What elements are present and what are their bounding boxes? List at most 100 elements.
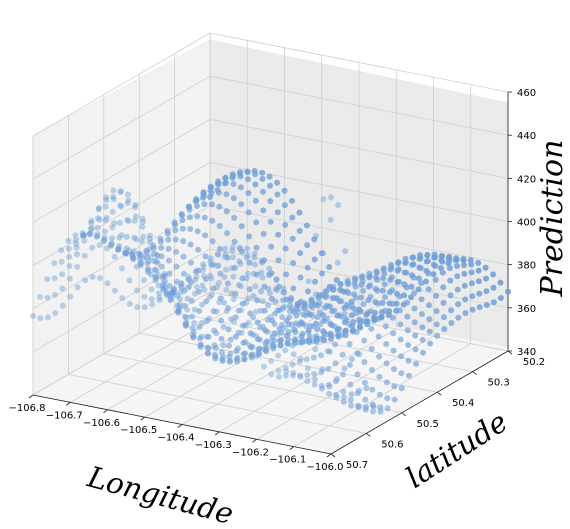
data-point — [347, 396, 354, 403]
data-point — [240, 351, 247, 358]
data-point — [255, 346, 262, 353]
data-point — [409, 254, 416, 261]
data-point — [354, 350, 361, 357]
data-point — [195, 267, 202, 274]
data-point — [439, 269, 446, 276]
data-point — [209, 238, 216, 245]
data-point — [253, 271, 260, 278]
data-point — [275, 257, 282, 264]
data-point — [246, 259, 253, 266]
data-point — [365, 283, 372, 290]
data-point — [81, 232, 87, 239]
data-point — [408, 294, 415, 301]
data-point — [185, 203, 192, 210]
data-point — [490, 284, 497, 291]
data-point — [151, 258, 158, 265]
data-point — [259, 188, 266, 195]
data-point — [246, 233, 253, 240]
data-point — [333, 277, 340, 283]
data-point — [44, 276, 51, 283]
z-tick-label: 380 — [517, 261, 536, 272]
data-point — [348, 298, 355, 305]
data-point — [254, 319, 261, 326]
data-point — [124, 216, 131, 223]
data-point — [58, 247, 65, 254]
data-point — [454, 263, 460, 269]
data-point — [361, 379, 368, 386]
data-point — [139, 215, 146, 222]
data-point — [344, 279, 351, 286]
data-point — [74, 284, 81, 291]
y-tick-labels: 50.2 50.3 50.4 50.5 50.6 50.7 — [330, 350, 545, 471]
y-tick-mark — [366, 433, 371, 437]
y-tick-mark — [330, 453, 336, 458]
data-point — [437, 265, 444, 271]
data-point — [202, 276, 209, 283]
data-point — [262, 327, 269, 334]
data-point — [432, 276, 439, 283]
data-point — [118, 232, 125, 239]
data-point — [369, 386, 376, 393]
data-point — [156, 297, 163, 304]
data-point — [243, 254, 250, 261]
data-point — [188, 297, 195, 304]
data-point — [94, 233, 101, 240]
data-point — [325, 365, 332, 372]
data-point — [182, 313, 188, 320]
data-point — [194, 213, 201, 220]
data-point — [348, 312, 355, 319]
data-point — [476, 304, 483, 311]
data-point — [173, 278, 180, 285]
data-point — [232, 314, 239, 321]
data-point — [59, 285, 66, 292]
data-point — [165, 236, 172, 243]
data-point — [308, 297, 315, 304]
data-point — [233, 333, 239, 340]
data-point — [363, 311, 370, 318]
data-point — [195, 246, 202, 253]
data-point — [291, 337, 298, 344]
data-point — [304, 264, 311, 271]
data-point — [172, 227, 179, 234]
data-point — [151, 250, 158, 257]
data-point — [303, 222, 310, 229]
data-point — [455, 301, 462, 308]
data-point — [361, 337, 368, 344]
data-point — [239, 300, 246, 307]
data-point — [328, 194, 334, 201]
data-point — [461, 262, 467, 269]
data-point — [275, 283, 282, 290]
data-point — [377, 408, 384, 415]
data-point — [490, 299, 497, 306]
data-point — [86, 230, 93, 237]
data-point — [210, 308, 217, 315]
y-tick-mark — [472, 371, 477, 375]
data-point — [236, 282, 242, 288]
data-point — [217, 295, 224, 302]
data-point — [229, 244, 236, 250]
data-point — [245, 190, 252, 196]
data-point — [261, 257, 267, 264]
grid-line — [256, 335, 434, 440]
data-point — [246, 286, 253, 293]
data-point — [67, 293, 74, 300]
data-point — [340, 398, 347, 405]
data-point — [209, 217, 216, 224]
data-point — [97, 275, 103, 282]
data-point — [376, 353, 383, 360]
data-point — [223, 208, 230, 215]
data-point — [297, 373, 304, 380]
data-point — [497, 295, 504, 301]
data-point — [290, 372, 296, 379]
data-point — [475, 259, 482, 266]
data-point — [475, 267, 482, 274]
data-point — [227, 336, 234, 343]
data-point — [434, 332, 441, 339]
data-point — [252, 283, 259, 290]
data-point — [360, 301, 367, 308]
data-point — [411, 319, 418, 326]
data-point — [103, 194, 109, 201]
data-point — [230, 181, 237, 187]
data-point — [397, 321, 404, 328]
data-point — [291, 326, 298, 333]
